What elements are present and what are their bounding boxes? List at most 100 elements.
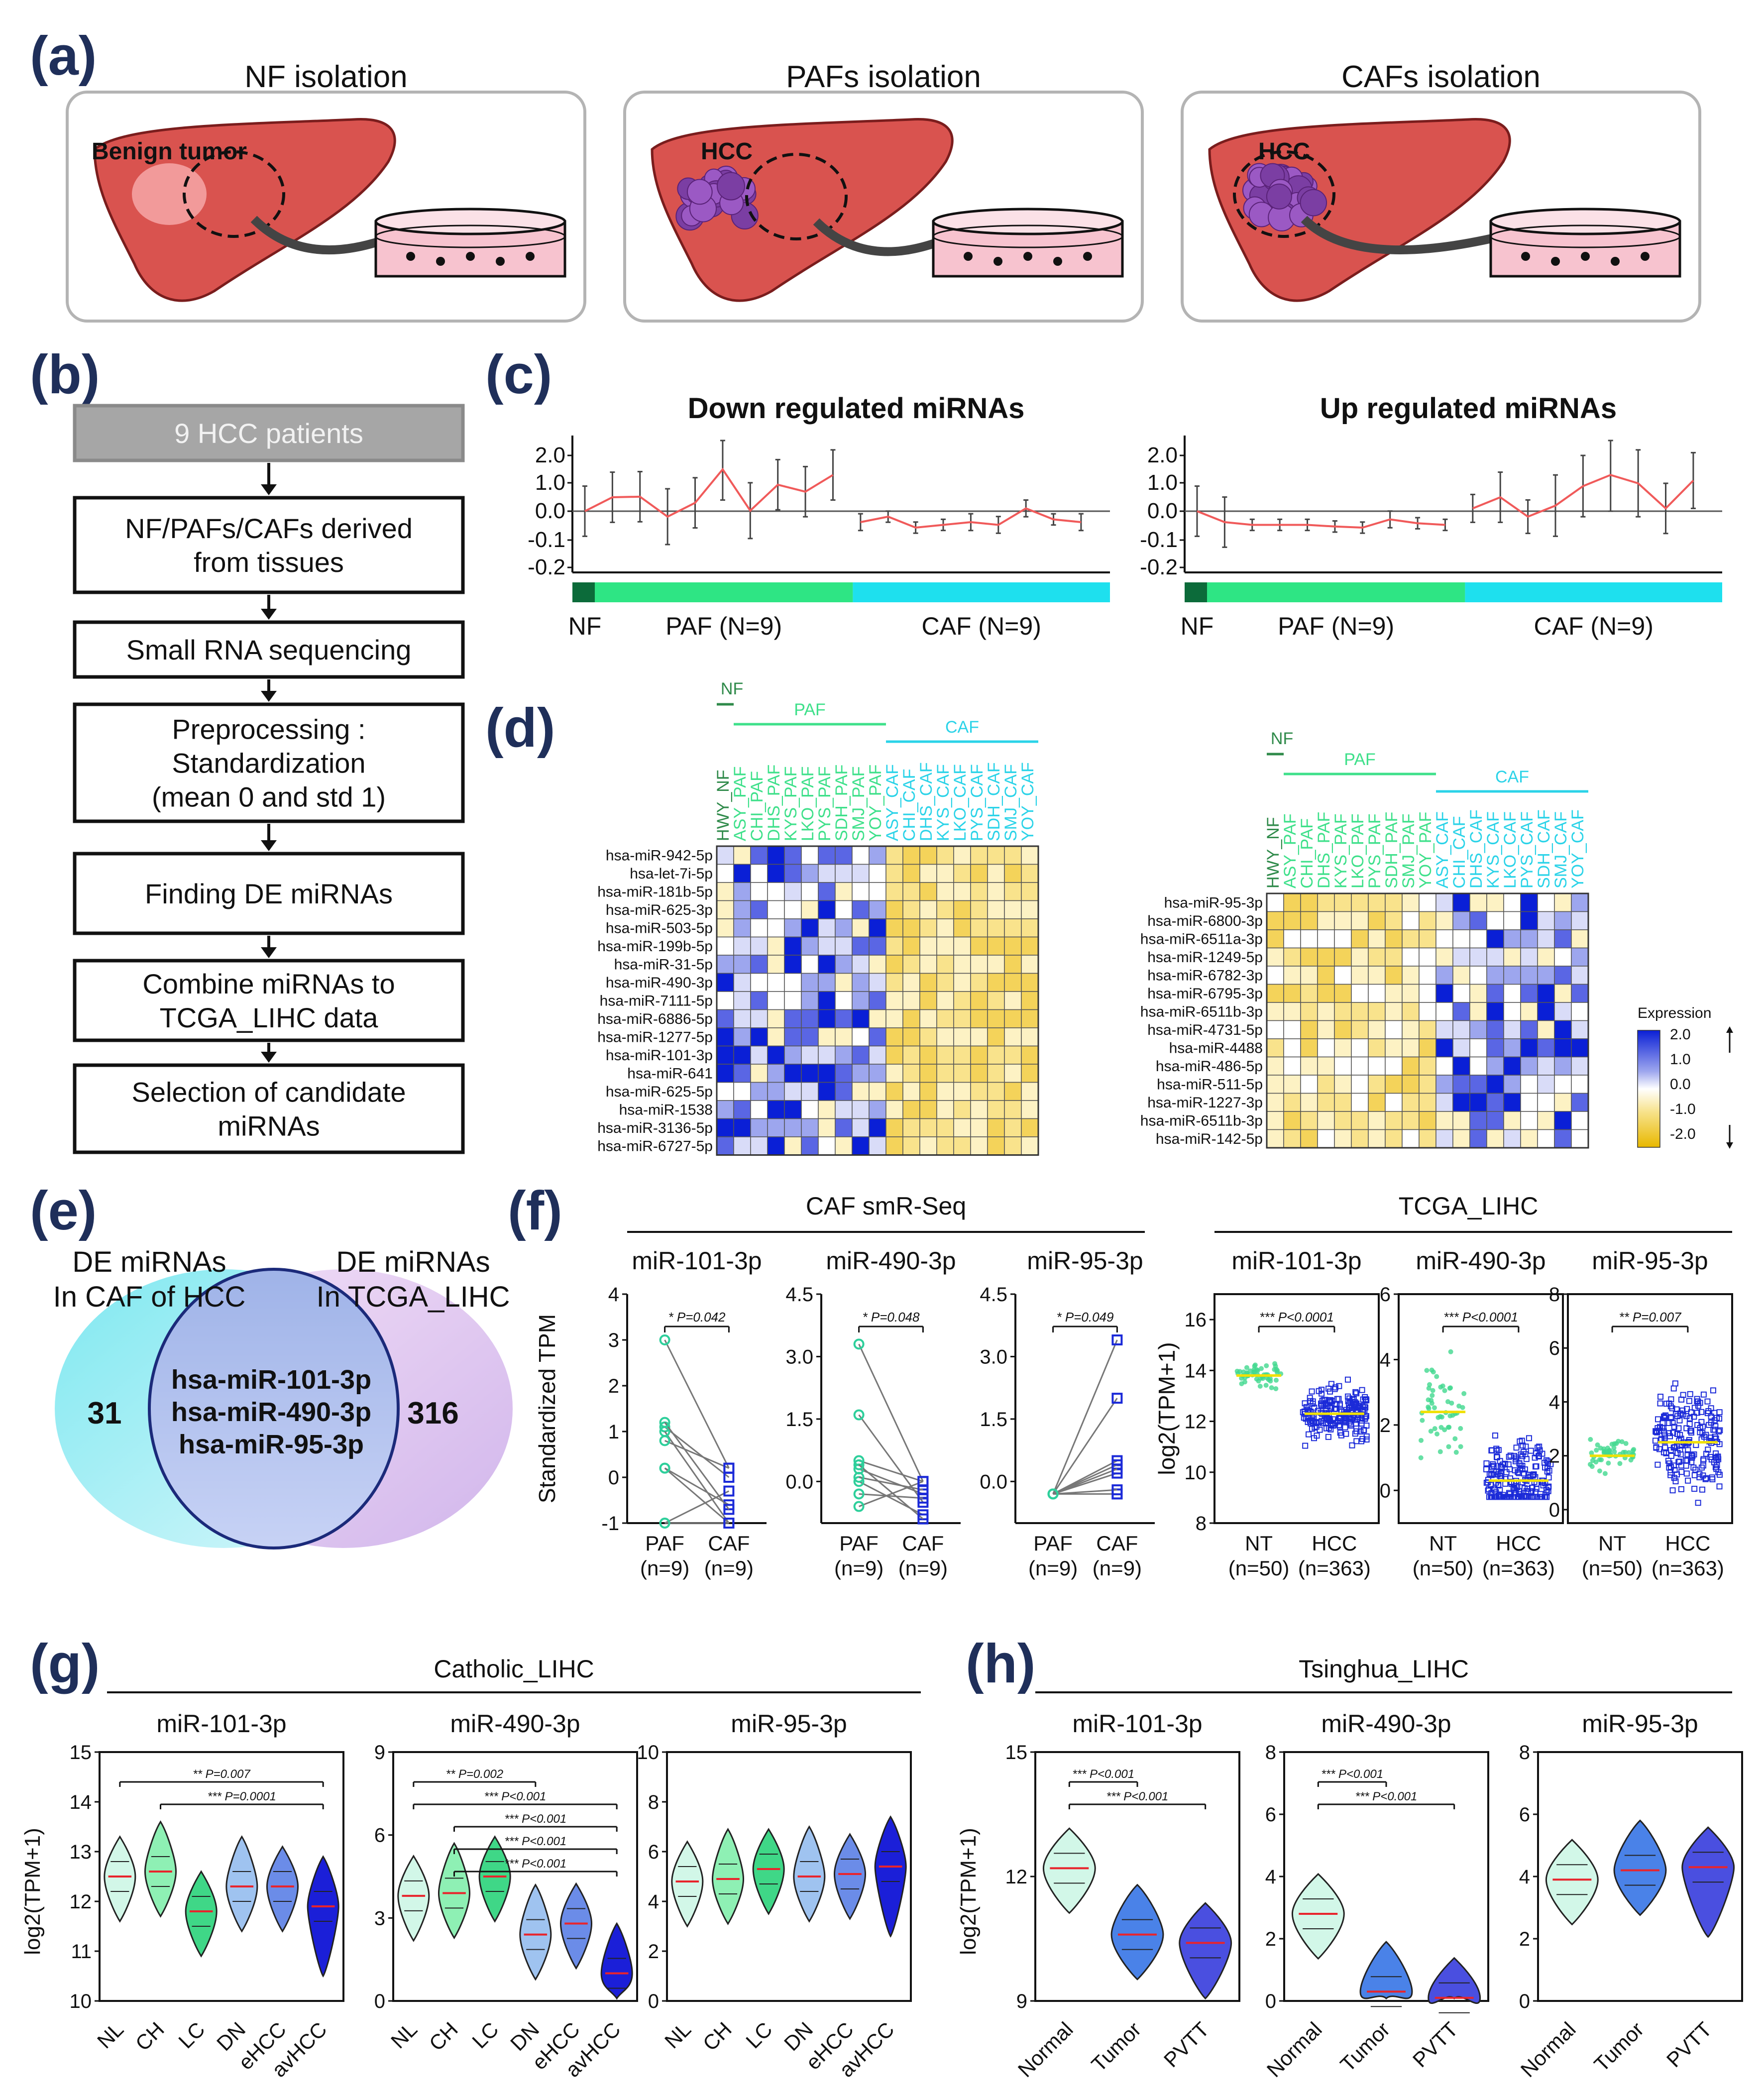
hcc-point xyxy=(1700,1456,1707,1462)
heatmap-cell xyxy=(767,1136,785,1156)
heatmap-cell xyxy=(936,900,954,919)
heatmap-cell xyxy=(953,936,971,956)
flowchart-arrowhead xyxy=(261,1052,277,1063)
heatmap-cell xyxy=(801,1009,819,1028)
heatmap-column-label: YOY_CAF xyxy=(1568,809,1587,888)
tissue-label: HCC xyxy=(701,138,753,165)
heatmap-cell xyxy=(1571,1111,1589,1130)
heatmap-cell xyxy=(733,918,751,938)
heatmap-cell xyxy=(953,991,971,1010)
heatmap-cell xyxy=(1266,1020,1284,1039)
x-group-label: PAF xyxy=(645,1532,684,1555)
heatmap-cell xyxy=(1402,893,1420,912)
heatmap-cell xyxy=(970,973,988,992)
y-tick-label: 13 xyxy=(70,1841,92,1863)
legend-tick-label: 1.0 xyxy=(1670,1051,1691,1068)
heatmap-cell xyxy=(1520,1038,1538,1058)
y-axis-label: Standardized TPM xyxy=(534,1314,560,1503)
heatmap-cell xyxy=(784,1064,802,1083)
hcc-point xyxy=(1349,1442,1355,1448)
hcc-point xyxy=(1712,1423,1719,1430)
hcc-point xyxy=(1715,1454,1721,1461)
heatmap-cell xyxy=(1266,947,1284,967)
heatmap-cell xyxy=(1486,1038,1504,1058)
heatmap-cell xyxy=(1283,911,1301,930)
nt-point xyxy=(1432,1426,1437,1432)
heatmap-cell xyxy=(852,1064,870,1083)
x-category-label: Normal xyxy=(1516,2017,1580,2082)
heatmap-cell xyxy=(1351,1093,1369,1112)
violin xyxy=(600,1922,633,2000)
heatmap-cell xyxy=(919,1064,937,1083)
hcc-point xyxy=(1670,1385,1677,1392)
heatmap-cell xyxy=(733,864,751,883)
heatmap-cell xyxy=(1021,1100,1039,1119)
heatmap-cell xyxy=(1021,918,1039,938)
hcc-point xyxy=(1322,1397,1328,1403)
heatmap-cell xyxy=(1452,1038,1470,1058)
heatmap-column-label: LKO_PAF xyxy=(798,766,817,841)
hcc-point xyxy=(1653,1444,1659,1451)
hcc-point xyxy=(1688,1459,1695,1465)
violin xyxy=(144,1820,177,1918)
heatmap-cell xyxy=(784,936,802,956)
heatmap-cell xyxy=(1537,1075,1555,1094)
heatmap-cell xyxy=(784,900,802,919)
heatmap-cell xyxy=(1520,911,1538,930)
hcc-point xyxy=(1323,1420,1329,1426)
y-tick-label: 8 xyxy=(648,1791,659,1813)
hcc-point xyxy=(1362,1394,1368,1400)
nt-point xyxy=(1438,1384,1443,1390)
heatmap-cell xyxy=(1554,1038,1572,1058)
heatmap-cell xyxy=(869,1118,886,1137)
heatmap-cell xyxy=(733,1027,751,1047)
heatmap-column-label: HWY_NF xyxy=(714,770,733,841)
plot-frame xyxy=(1398,1293,1564,1524)
heatmap-cell xyxy=(1021,900,1039,919)
hcc-point xyxy=(1357,1428,1364,1435)
heatmap-cell xyxy=(1385,1129,1403,1148)
heatmap-cell xyxy=(1351,911,1369,930)
heatmap-cell xyxy=(1486,893,1504,912)
heatmap-cell xyxy=(1435,1002,1453,1021)
nt-point xyxy=(1626,1450,1632,1455)
heatmap-cell xyxy=(1317,984,1335,1003)
heatmap-cell xyxy=(1486,911,1504,930)
heatmap-cell xyxy=(1469,929,1487,949)
heatmap-cell xyxy=(1351,893,1369,912)
heatmap-cell xyxy=(1368,911,1386,930)
heatmap-cell xyxy=(902,1064,920,1083)
heatmap-cell xyxy=(970,1082,988,1101)
nt-point xyxy=(1446,1444,1451,1449)
heatmap-cell xyxy=(1402,1075,1420,1094)
heatmap-cell xyxy=(1503,911,1521,930)
heatmap-cell xyxy=(970,882,988,901)
heatmap-cell xyxy=(767,1118,785,1137)
heatmap-cell xyxy=(1351,1002,1369,1021)
heatmap-cell xyxy=(1452,1111,1470,1130)
hcc-point xyxy=(1513,1454,1520,1461)
heatmap-cell xyxy=(852,973,870,992)
plot-frame xyxy=(99,1751,344,2002)
heatmap-cell xyxy=(919,1100,937,1119)
heatmap-cell xyxy=(801,973,819,992)
heatmap-cell xyxy=(1571,1056,1589,1076)
heatmap-cell xyxy=(1419,1038,1436,1058)
heatmap-cell xyxy=(1004,846,1022,865)
legend-down-arrowhead xyxy=(1726,1142,1733,1149)
sig-label: *** P<0.0001 xyxy=(1443,1310,1518,1325)
heatmap-cell xyxy=(1266,1002,1284,1021)
heatmap-cell xyxy=(1283,1093,1301,1112)
violin xyxy=(1428,1957,1481,2004)
violin xyxy=(1613,1819,1667,1916)
isolation-title: CAFs isolation xyxy=(1341,60,1541,94)
heatmap-cell xyxy=(970,991,988,1010)
heatmap-cell xyxy=(716,900,734,919)
heatmap-cell xyxy=(733,1100,751,1119)
paired-line xyxy=(664,1490,730,1524)
heatmap-column-label: PYS_PAF xyxy=(815,766,834,841)
x-category-label: Normal xyxy=(1013,2017,1078,2082)
heatmap-cell xyxy=(784,1045,802,1065)
y-tick-label: 0.0 xyxy=(1147,499,1178,523)
hcc-point xyxy=(1342,1417,1349,1423)
